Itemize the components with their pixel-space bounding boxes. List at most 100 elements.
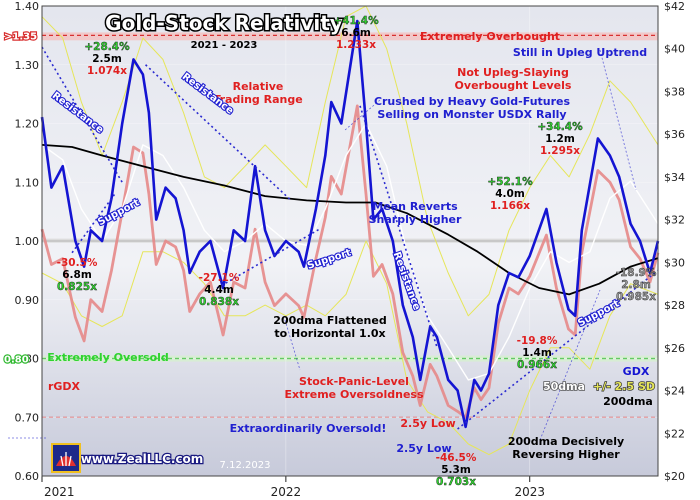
callout-c4-line: 1.233x bbox=[336, 39, 376, 51]
dma200-flattened-label: 200dma Flattened bbox=[273, 314, 386, 327]
left-axis-tick-label: 1.10 bbox=[15, 176, 40, 189]
left-axis-tick-label: 1.00 bbox=[15, 235, 40, 248]
right-axis-tick-label: $36 bbox=[664, 128, 685, 141]
callout-c7-line: +34.4% bbox=[537, 121, 583, 133]
left-axis-tick-label: 0.70 bbox=[15, 411, 40, 424]
chart-title: Gold-Stock Relativity bbox=[105, 11, 343, 35]
callout-c4-line: 6.6m bbox=[341, 27, 371, 39]
two-and-half-year-low-red-label: 2.5y Low bbox=[400, 417, 455, 430]
zeal-logo-frame bbox=[51, 443, 81, 473]
overbought-band bbox=[42, 32, 658, 41]
left-axis-tick-label: 1.40 bbox=[15, 0, 40, 13]
left-axis-tick-label: 0.60 bbox=[15, 470, 40, 483]
extremely-overbought-label: Extremely Overbought bbox=[420, 30, 560, 43]
right-axis-tick-label: $32 bbox=[664, 214, 685, 227]
callout-c3-line: 0.838x bbox=[199, 296, 239, 308]
callout-c2-line: 0.825x bbox=[57, 281, 97, 293]
dma200-decisively-reversing-label: 200dma Decisively bbox=[508, 435, 624, 448]
x-axis-tick-label: 2021 bbox=[44, 485, 75, 499]
callout-c2-line: 6.8m bbox=[62, 269, 92, 281]
lower-band-line bbox=[41, 240, 659, 456]
website-label: www.ZealLLC.com bbox=[81, 452, 204, 466]
right-axis-tick-label: $22 bbox=[664, 427, 685, 440]
right-axis-tick-label: $40 bbox=[664, 43, 685, 56]
left-axis-tick-label: 0.80 bbox=[15, 353, 40, 366]
not-upleg-slaying-label: Overbought Levels bbox=[455, 79, 572, 92]
callout-c4-line: +41.4% bbox=[333, 15, 379, 27]
callout-c1-line: 1.074x bbox=[87, 65, 127, 77]
gdx-series-line bbox=[40, 19, 660, 429]
callout-c5-line: 5.3m bbox=[441, 464, 471, 476]
callout-c9-line: -18.9% bbox=[616, 267, 657, 279]
trend-line bbox=[145, 64, 292, 201]
left-axis-tick-label: 1.20 bbox=[15, 118, 40, 131]
legend-50dma-label: 50dma bbox=[543, 380, 585, 393]
pointer-line bbox=[539, 289, 601, 441]
callout-c7-line: 1.2m bbox=[545, 133, 575, 145]
right-axis-tick-label: $24 bbox=[664, 385, 685, 398]
crushed-by-selling-label: Selling on Monster USDX Rally bbox=[377, 108, 566, 121]
callout-c3-line: -27.1% bbox=[199, 272, 240, 284]
callout-c7-line: 1.295x bbox=[540, 145, 580, 157]
relative-trading-range-label: Relative bbox=[233, 80, 284, 93]
overbought-threshold-label: >1.35 bbox=[4, 31, 37, 42]
callout-c8-line: 0.966x bbox=[517, 359, 557, 371]
mean-reverts-label: Sharply Higher bbox=[369, 213, 462, 226]
pointer-line bbox=[284, 319, 301, 371]
legend-200dma-label: 200dma bbox=[603, 395, 653, 408]
callout-c3-line: 4.4m bbox=[204, 284, 234, 296]
trend-line bbox=[359, 105, 438, 347]
legend-gdx-label: GDX bbox=[623, 365, 650, 378]
right-axis-tick-label: $20 bbox=[664, 470, 685, 483]
right-axis-tick-label: $38 bbox=[664, 85, 685, 98]
upper-band-line bbox=[41, 5, 659, 317]
x-axis-tick-label: 2023 bbox=[514, 485, 545, 499]
callout-c8-line: -19.8% bbox=[517, 335, 558, 347]
callout-c6-line: 1.166x bbox=[490, 200, 530, 212]
stock-panic-label: Stock-Panic-Level bbox=[299, 375, 409, 388]
legend-rgdx-label: rGDX bbox=[48, 380, 81, 393]
left-axis-tick-label: 0.90 bbox=[15, 294, 40, 307]
mean-reverts-label: Mean Reverts bbox=[372, 200, 458, 213]
dma200-decisively-reversing-label: Reversing Higher bbox=[512, 448, 620, 461]
two-and-half-year-low-blue-label: 2.5y Low bbox=[396, 442, 451, 455]
relative-trading-range-label: Trading Range bbox=[213, 93, 302, 106]
callout-c8-line: 1.4m bbox=[522, 347, 552, 359]
pointer-line bbox=[599, 49, 637, 191]
date-stamp: 7.12.2023 bbox=[220, 460, 271, 471]
zeal-logo-ridges bbox=[60, 452, 72, 467]
callout-c2-line: -30.5% bbox=[57, 257, 98, 269]
trend-line bbox=[41, 46, 123, 183]
chart-subtitle: 2021 - 2023 bbox=[191, 40, 258, 51]
callout-c5-line: -46.5% bbox=[436, 452, 477, 464]
right-axis-tick-label: $26 bbox=[664, 342, 685, 355]
callout-c9-line: 2.8m bbox=[621, 279, 651, 291]
legend-sd-label: +/- 2.5 SD bbox=[593, 380, 655, 393]
callout-c6-line: 4.0m bbox=[495, 188, 525, 200]
stock-panic-label: Extreme Oversoldness bbox=[284, 388, 423, 401]
oversold-threshold-label: 0.80 bbox=[4, 355, 29, 366]
right-axis-tick-label: $28 bbox=[664, 299, 685, 312]
dma200-flattened-label: to Horizontal 1.0x bbox=[274, 327, 385, 340]
callout-c6-line: +52.1% bbox=[487, 176, 533, 188]
extraordinarily-oversold-label: Extraordinarily Oversold! bbox=[230, 422, 387, 435]
callout-c1-line: +28.4% bbox=[84, 41, 130, 53]
dma200-series-line bbox=[41, 144, 659, 296]
callout-c1-line: 2.5m bbox=[92, 53, 122, 65]
right-axis-tick-label: $34 bbox=[664, 171, 685, 184]
zeal-logo bbox=[51, 443, 81, 473]
plot-frame bbox=[41, 5, 659, 477]
right-axis-tick-label: $42 bbox=[664, 0, 685, 13]
left-axis-tick-label: 1.30 bbox=[15, 59, 40, 72]
callout-c9-line: 0.985x bbox=[616, 291, 656, 303]
extremely-oversold-label: Extremely Oversold bbox=[47, 351, 169, 364]
still-in-upleg-uptrend-label: Still in Upleg Uptrend bbox=[513, 46, 647, 59]
callout-c5-line: 0.703x bbox=[436, 476, 476, 488]
not-upleg-slaying-label: Not Upleg-Slaying bbox=[457, 66, 569, 79]
trend-line bbox=[71, 193, 116, 254]
right-axis-tick-label: $30 bbox=[664, 256, 685, 269]
crushed-by-selling-label: Crushed by Heavy Gold-Futures bbox=[374, 95, 571, 108]
dma50-series-line bbox=[41, 122, 659, 381]
x-axis-tick-label: 2022 bbox=[271, 485, 302, 499]
